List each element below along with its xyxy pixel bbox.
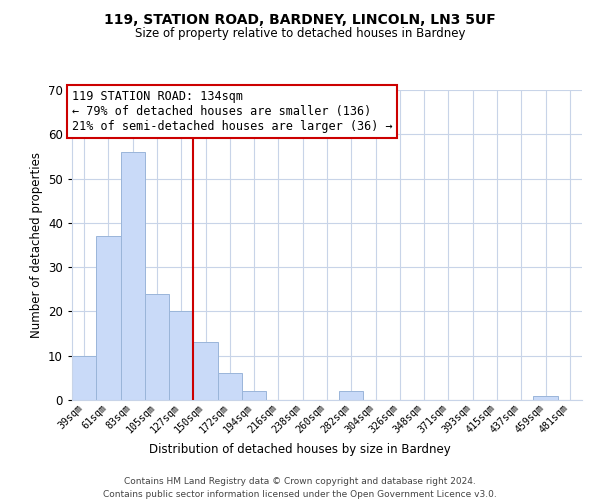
Text: Distribution of detached houses by size in Bardney: Distribution of detached houses by size … xyxy=(149,442,451,456)
Text: Size of property relative to detached houses in Bardney: Size of property relative to detached ho… xyxy=(135,28,465,40)
Text: 119, STATION ROAD, BARDNEY, LINCOLN, LN3 5UF: 119, STATION ROAD, BARDNEY, LINCOLN, LN3… xyxy=(104,12,496,26)
Text: Contains public sector information licensed under the Open Government Licence v3: Contains public sector information licen… xyxy=(103,490,497,499)
Bar xyxy=(121,152,145,400)
Y-axis label: Number of detached properties: Number of detached properties xyxy=(29,152,43,338)
Text: Contains HM Land Registry data © Crown copyright and database right 2024.: Contains HM Land Registry data © Crown c… xyxy=(124,478,476,486)
Bar xyxy=(72,356,96,400)
Bar xyxy=(193,342,218,400)
Bar xyxy=(242,391,266,400)
Text: 119 STATION ROAD: 134sqm
← 79% of detached houses are smaller (136)
21% of semi-: 119 STATION ROAD: 134sqm ← 79% of detach… xyxy=(72,90,392,133)
Bar xyxy=(218,374,242,400)
Bar xyxy=(96,236,121,400)
Bar xyxy=(339,391,364,400)
Bar xyxy=(533,396,558,400)
Bar xyxy=(169,312,193,400)
Bar xyxy=(145,294,169,400)
